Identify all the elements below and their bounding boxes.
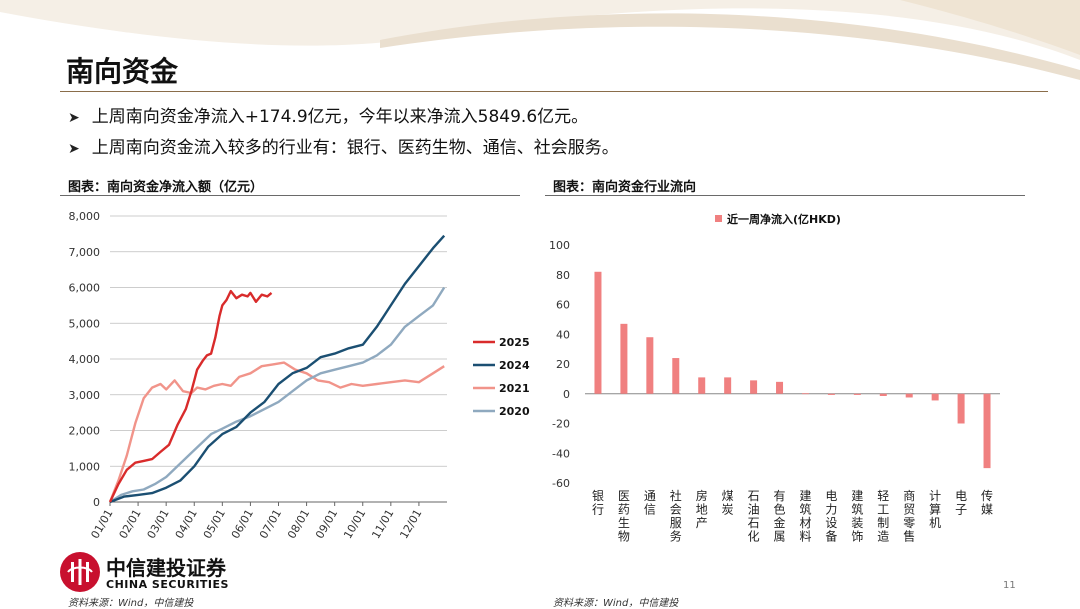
bar-通信 bbox=[646, 337, 654, 394]
series-line-2025 bbox=[108, 289, 273, 503]
y-tick-label: -60 bbox=[552, 477, 570, 490]
category-label: 有色金属 bbox=[774, 489, 786, 544]
category-label: 传媒 bbox=[981, 488, 993, 517]
page-number: 11 bbox=[1003, 580, 1016, 591]
x-tick-label: 03/01 bbox=[145, 507, 172, 541]
category-label: 电力设备 bbox=[825, 489, 837, 544]
bar-石油石化 bbox=[750, 380, 758, 394]
source-note-left: 资料来源：Wind，中信建投 bbox=[68, 598, 194, 609]
bar-建筑装饰 bbox=[853, 393, 861, 395]
bar-电子 bbox=[957, 393, 965, 424]
x-tick-label: 02/01 bbox=[117, 507, 144, 541]
bar-银行 bbox=[594, 271, 602, 394]
company-logo: 中信建投证券 CHINA SECURITIES bbox=[58, 550, 228, 598]
category-label: 计算机 bbox=[929, 489, 941, 530]
bar-chart: 100 80 60 40 20 0 -20 -40 -60 近一周净流入(亿HKD) 银行 医药生物 通… bbox=[549, 212, 1000, 544]
bar-传媒 bbox=[983, 393, 991, 469]
y-tick-label: 8,000 bbox=[69, 210, 101, 223]
title-divider bbox=[60, 91, 1048, 92]
legend-swatch bbox=[715, 215, 722, 222]
logo-text-en: CHINA SECURITIES bbox=[106, 578, 229, 591]
y-tick-label: 60 bbox=[556, 299, 570, 312]
y-tick-label: 80 bbox=[556, 269, 570, 282]
category-label: 社会服务 bbox=[670, 488, 682, 544]
y-tick-label: 100 bbox=[549, 239, 570, 252]
series-line-2024 bbox=[109, 234, 446, 504]
bar-医药生物 bbox=[620, 323, 628, 394]
series-line-2021 bbox=[108, 361, 445, 503]
category-label: 石油石化 bbox=[748, 489, 760, 544]
bar-房地产 bbox=[698, 377, 706, 394]
y-tick-label: 5,000 bbox=[69, 317, 101, 330]
bar-有色金属 bbox=[776, 381, 784, 394]
category-label: 通信 bbox=[644, 489, 656, 517]
bullet-text: 上周南向资金流入较多的行业有：银行、医药生物、通信、社会服务。 bbox=[91, 138, 619, 158]
left-chart-title: 图表：南向资金净流入额（亿元） bbox=[68, 180, 264, 195]
category-label: 建筑材料 bbox=[799, 489, 811, 544]
logo-emblem-icon bbox=[60, 552, 100, 592]
y-tick-label: 0 bbox=[563, 388, 570, 401]
y-tick-label: -20 bbox=[552, 418, 570, 431]
bullet-arrow-icon: ➤ bbox=[68, 110, 80, 126]
y-tick-label: 1,000 bbox=[69, 460, 101, 473]
category-label: 商贸零售 bbox=[903, 488, 915, 544]
bar-电力设备 bbox=[827, 393, 835, 395]
category-label: 煤炭 bbox=[722, 489, 734, 517]
y-tick-label: 40 bbox=[556, 328, 570, 341]
bar-轻工制造 bbox=[879, 393, 887, 396]
logo-text-cn: 中信建投证券 bbox=[106, 556, 226, 580]
line-chart: 8,000 7,000 6,000 5,000 4,000 3,000 2,000 1,000… bbox=[69, 210, 530, 541]
y-tick-label: -40 bbox=[552, 447, 570, 460]
bullet-text: 上周南向资金净流入+174.9亿元，今年以来净流入5849.6亿元。 bbox=[91, 107, 589, 127]
legend-label-2020: 2020 bbox=[499, 405, 530, 418]
y-tick-label: 6,000 bbox=[69, 282, 101, 295]
bullet-2: ➤ 上周南向资金流入较多的行业有：银行、医药生物、通信、社会服务。 bbox=[68, 133, 619, 158]
left-chart-title-rule bbox=[60, 195, 520, 196]
category-label: 医药生物 bbox=[618, 489, 630, 544]
category-label: 银行 bbox=[592, 489, 604, 517]
page-title: 南向资金 bbox=[66, 55, 179, 88]
x-tick-label: 08/01 bbox=[285, 507, 312, 541]
series-line-2020 bbox=[109, 286, 446, 504]
y-tick-label: 20 bbox=[556, 358, 570, 371]
x-tick-label: 04/01 bbox=[173, 507, 200, 541]
category-label: 建筑装饰 bbox=[851, 489, 863, 544]
x-tick-label: 11/01 bbox=[369, 507, 396, 541]
y-tick-label: 2,000 bbox=[69, 425, 101, 438]
category-label: 轻工制造 bbox=[877, 489, 889, 544]
x-tick-label: 06/01 bbox=[229, 507, 256, 541]
x-tick-label: 10/01 bbox=[341, 507, 368, 541]
y-tick-label: 3,000 bbox=[69, 389, 101, 402]
bar-计算机 bbox=[931, 393, 939, 401]
category-label: 房地产 bbox=[696, 488, 708, 530]
x-tick-label: 12/01 bbox=[397, 507, 424, 541]
x-tick-label: 01/01 bbox=[88, 507, 115, 541]
y-tick-label: 7,000 bbox=[69, 246, 101, 259]
legend-label-2021: 2021 bbox=[499, 382, 530, 395]
x-tick-label: 07/01 bbox=[257, 507, 284, 541]
x-tick-label: 05/01 bbox=[201, 507, 228, 541]
right-chart-title: 图表：南向资金行业流向 bbox=[553, 180, 697, 195]
legend-label-2025: 2025 bbox=[499, 336, 530, 349]
x-tick-label: 09/01 bbox=[313, 507, 340, 541]
category-label: 电子 bbox=[955, 489, 967, 517]
y-tick-label: 0 bbox=[93, 496, 100, 509]
source-note-right: 资料来源：Wind，中信建投 bbox=[553, 598, 679, 609]
bar-社会服务 bbox=[672, 358, 680, 394]
legend-label: 近一周净流入(亿HKD) bbox=[727, 212, 841, 226]
y-tick-label: 4,000 bbox=[69, 353, 101, 366]
bullet-1: ➤ 上周南向资金净流入+174.9亿元，今年以来净流入5849.6亿元。 bbox=[68, 102, 588, 127]
bar-建筑材料 bbox=[801, 393, 809, 395]
bar-商贸零售 bbox=[905, 393, 913, 398]
bar-煤炭 bbox=[724, 377, 732, 394]
legend-label-2024: 2024 bbox=[499, 359, 530, 372]
bullet-arrow-icon: ➤ bbox=[68, 141, 80, 157]
right-chart-title-rule bbox=[545, 195, 1025, 196]
